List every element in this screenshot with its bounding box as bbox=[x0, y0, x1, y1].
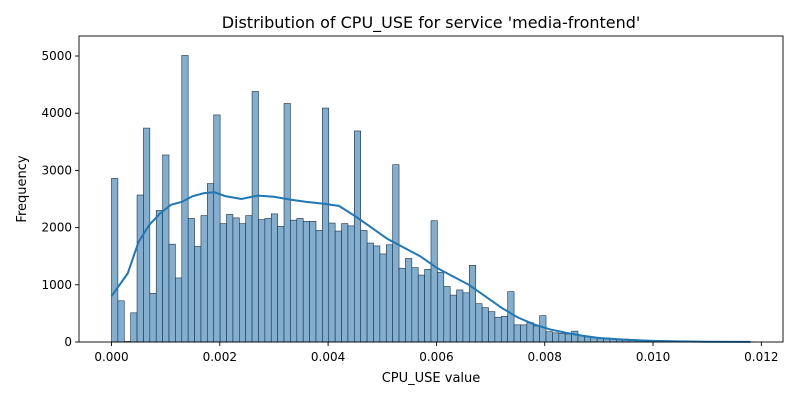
histogram-bar bbox=[411, 267, 419, 343]
histogram-bar bbox=[270, 213, 278, 343]
histogram-bar bbox=[456, 289, 464, 343]
x-axis-ticks: 0.000 0.002 0.004 0.006 0.008 0.010 0.012 bbox=[94, 342, 779, 364]
histogram-bar bbox=[488, 311, 496, 343]
histogram-bar bbox=[162, 154, 170, 343]
histogram-bar bbox=[392, 164, 400, 343]
histogram-bar bbox=[430, 220, 438, 343]
histogram-bar bbox=[143, 127, 151, 343]
histogram-bar bbox=[398, 267, 406, 343]
plot-frame bbox=[78, 35, 784, 343]
histogram-bar bbox=[187, 218, 195, 343]
histogram-bar bbox=[405, 258, 413, 343]
histogram-bar bbox=[334, 230, 342, 343]
x-tick-label: 0.000 bbox=[94, 350, 128, 364]
histogram-bar bbox=[520, 324, 528, 343]
histogram-bar bbox=[175, 277, 183, 343]
histogram-bar bbox=[513, 324, 521, 343]
y-tick-label: 0 bbox=[64, 335, 72, 349]
histogram-bar bbox=[341, 223, 349, 343]
histogram-bar bbox=[526, 322, 534, 343]
histogram-bar bbox=[379, 253, 387, 343]
y-axis-label: Frequency bbox=[15, 155, 30, 222]
histogram-bar bbox=[315, 230, 323, 343]
histogram-bar bbox=[290, 219, 298, 343]
x-tick-label: 0.002 bbox=[203, 350, 237, 364]
histogram-bar bbox=[462, 292, 470, 343]
histogram-bar bbox=[226, 214, 234, 343]
histogram-bar bbox=[373, 245, 381, 343]
histogram-bar bbox=[245, 215, 253, 343]
histogram-bar bbox=[194, 246, 202, 343]
y-tick-label: 2000 bbox=[41, 221, 72, 235]
histogram-bar bbox=[213, 114, 221, 343]
x-tick-label: 0.004 bbox=[311, 350, 345, 364]
histogram-bar bbox=[149, 293, 157, 343]
histogram-bar bbox=[232, 217, 240, 343]
histogram-bar bbox=[500, 315, 508, 343]
histogram-bar bbox=[564, 333, 572, 343]
y-tick-label: 1000 bbox=[41, 278, 72, 292]
histogram-bar bbox=[283, 103, 291, 343]
histogram-bar bbox=[532, 325, 540, 343]
histogram-bar bbox=[545, 331, 553, 343]
y-tick-label: 5000 bbox=[41, 49, 72, 63]
histogram-bar bbox=[366, 242, 374, 343]
x-tick-label: 0.006 bbox=[419, 350, 453, 364]
y-tick-label: 3000 bbox=[41, 163, 72, 177]
chart-title: Distribution of CPU_USE for service 'med… bbox=[222, 13, 641, 33]
histogram-bar bbox=[264, 218, 272, 343]
histogram-bar bbox=[424, 269, 432, 343]
histogram-bar bbox=[347, 225, 355, 343]
histogram-bar bbox=[168, 243, 176, 343]
histogram-bar bbox=[136, 194, 144, 343]
histogram-bar bbox=[111, 178, 119, 343]
histogram-bar bbox=[277, 226, 285, 343]
histogram-bar bbox=[207, 183, 215, 343]
x-axis-label: CPU_USE value bbox=[382, 371, 481, 386]
histogram-bar bbox=[251, 91, 259, 343]
histogram-bar bbox=[385, 244, 393, 343]
histogram-bar bbox=[475, 303, 483, 343]
histogram-bar bbox=[239, 223, 246, 343]
histogram-bars bbox=[111, 55, 758, 343]
y-tick-label: 4000 bbox=[41, 106, 72, 120]
histogram-bar bbox=[437, 271, 445, 343]
histogram-bar bbox=[360, 230, 368, 343]
histogram-bar bbox=[552, 332, 560, 343]
histogram-bar bbox=[558, 333, 566, 343]
histogram-bar bbox=[219, 223, 227, 343]
histogram-bar bbox=[354, 130, 362, 343]
histogram-bar bbox=[417, 274, 425, 343]
x-tick-label: 0.012 bbox=[744, 350, 778, 364]
histogram-bar bbox=[328, 222, 336, 343]
histogram-bar bbox=[117, 300, 125, 343]
histogram-bar bbox=[494, 317, 502, 343]
y-axis-ticks: 0 1000 2000 3000 4000 5000 bbox=[41, 49, 79, 349]
x-tick-label: 0.008 bbox=[528, 350, 562, 364]
histogram-bar bbox=[507, 291, 515, 343]
histogram-bar bbox=[258, 219, 266, 343]
histogram-bar bbox=[200, 215, 208, 343]
histogram-bar bbox=[443, 286, 451, 343]
histogram-bar bbox=[302, 221, 310, 343]
histogram-bar bbox=[322, 107, 330, 343]
histogram-bar bbox=[296, 218, 304, 343]
histogram-bar bbox=[571, 330, 579, 343]
x-tick-label: 0.010 bbox=[636, 350, 670, 364]
histogram-bar bbox=[481, 307, 489, 343]
histogram-bar bbox=[309, 221, 317, 343]
histogram-bar bbox=[130, 312, 138, 343]
histogram-bar bbox=[155, 210, 163, 343]
kde-density-line bbox=[110, 191, 751, 343]
histogram-bar bbox=[449, 294, 457, 343]
histogram-bar bbox=[469, 265, 477, 343]
